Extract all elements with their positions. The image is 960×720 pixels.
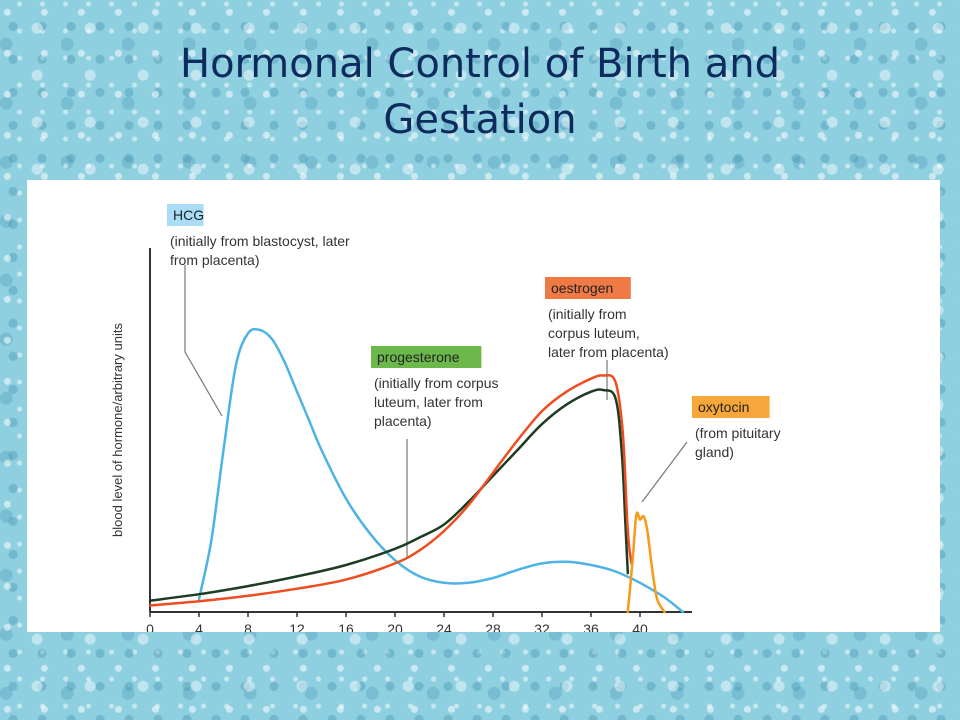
x-tick-label: 40 <box>632 621 648 632</box>
legend-note-oestrogen: (initially from corpus luteum, later from … <box>548 306 669 360</box>
slide-title: Hormonal Control of Birth and Gestation <box>0 36 960 148</box>
hormone-chart: blood level of hormone/arbitrary units 0… <box>110 204 781 637</box>
x-tick-label: 16 <box>338 621 354 632</box>
x-tick-label: 8 <box>244 621 252 632</box>
chart-panel: blood level of hormone/arbitrary units 0… <box>27 180 940 637</box>
legend-note-progesterone: (initially from corpus luteum, later from… <box>374 375 498 429</box>
series-line-progesterone <box>148 388 630 602</box>
legend-box-hcg <box>167 204 204 226</box>
legend-label-oestrogen: oestrogen <box>551 280 613 296</box>
legend-note-hcg: (initially from blastocyst, later from pl… <box>170 233 350 268</box>
x-tick-label: 36 <box>583 621 599 632</box>
y-axis-label: blood level of hormone/arbitrary units <box>110 323 125 537</box>
legend-label-oxytocin: oxytocin <box>698 399 749 415</box>
legend-box-oxytocin <box>692 396 770 418</box>
x-tick-label: 20 <box>387 621 403 632</box>
x-tick-label: 32 <box>534 621 550 632</box>
x-tick-label: 0 <box>146 621 154 632</box>
series-line-oestrogen <box>148 373 633 607</box>
slide-title-line-2: Gestation <box>383 97 577 143</box>
x-tick-label: 12 <box>289 621 305 632</box>
x-tick-label: 28 <box>485 621 501 632</box>
x-tick-label: 4 <box>195 621 203 632</box>
hcg-callout-line <box>184 265 223 417</box>
legend-box-progesterone <box>371 346 482 368</box>
series-line-hcg <box>197 327 685 614</box>
legend-label-hcg: HCG <box>173 207 204 223</box>
legend-note-oxytocin: (from pituitary gland) <box>695 425 781 460</box>
oxytocin-callout-line <box>641 441 688 503</box>
legend-label-progesterone: progesterone <box>377 349 460 365</box>
x-tick-label: 24 <box>436 621 452 632</box>
series-line-oxytocin <box>626 511 666 614</box>
legend-box-oestrogen <box>545 277 631 299</box>
slide-title-line-1: Hormonal Control of Birth and <box>180 41 780 87</box>
